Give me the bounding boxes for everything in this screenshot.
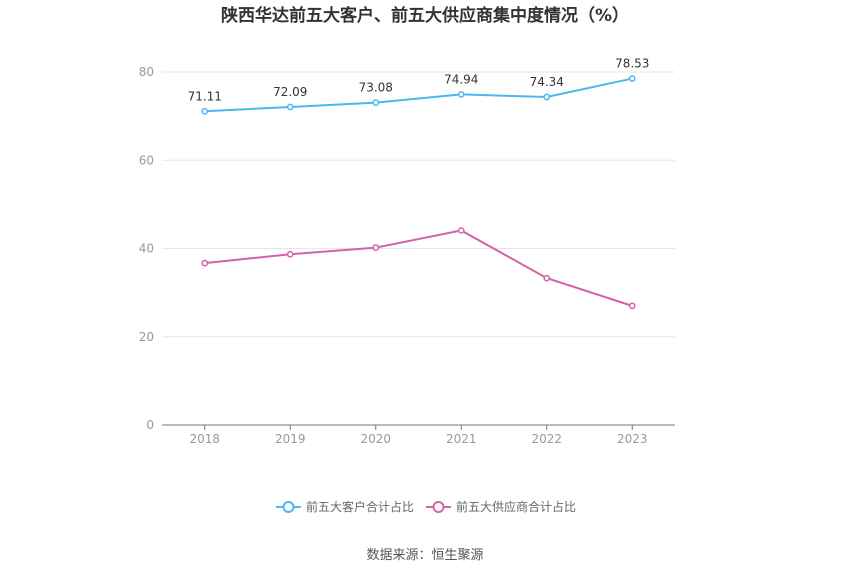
data-label: 74.94 <box>444 72 478 86</box>
data-point[interactable] <box>543 274 551 282</box>
x-tick-label: 2023 <box>617 432 648 446</box>
y-axis: 0 20 40 60 80 <box>139 65 154 432</box>
y-tick-label: 20 <box>139 330 154 344</box>
series-line <box>204 229 633 307</box>
data-label: 72.09 <box>273 85 307 99</box>
data-point[interactable] <box>286 103 294 111</box>
chart-title: 陕西华达前五大客户、前五大供应商集中度情况（%） <box>221 5 629 26</box>
y-tick-label: 0 <box>146 418 154 432</box>
x-tick-label: 2021 <box>446 432 477 446</box>
legend-swatch-marker <box>282 501 295 513</box>
grid-lines <box>162 71 675 338</box>
legend[interactable]: 前五大客户合计占比 前五大供应商合计占比 <box>276 499 576 514</box>
data-point[interactable] <box>372 244 380 251</box>
data-label: 73.08 <box>359 81 393 95</box>
data-point[interactable] <box>457 227 465 234</box>
data-point[interactable] <box>201 107 209 115</box>
legend-item-1[interactable]: 前五大客户合计占比 <box>276 499 414 514</box>
data-point[interactable] <box>628 302 636 310</box>
legend-item-2[interactable]: 前五大供应商合计占比 <box>426 499 576 514</box>
data-point[interactable] <box>201 259 209 267</box>
data-label: 71.11 <box>188 89 222 103</box>
x-tick-label: 2018 <box>189 432 220 446</box>
x-tick-label: 2020 <box>360 432 391 446</box>
data-point[interactable] <box>543 93 551 101</box>
legend-swatch-marker <box>432 501 445 513</box>
data-point[interactable] <box>286 250 294 258</box>
series-2 <box>201 227 636 310</box>
data-label: 74.34 <box>530 75 564 89</box>
series-line <box>204 77 633 113</box>
series-1: 71.11 72.09 73.08 74.94 74.34 78.53 <box>188 57 649 115</box>
data-point[interactable] <box>457 91 465 98</box>
legend-label: 前五大供应商合计占比 <box>456 499 576 514</box>
data-point[interactable] <box>628 75 636 82</box>
data-label: 78.53 <box>615 57 649 71</box>
data-point[interactable] <box>372 99 380 106</box>
legend-label: 前五大客户合计占比 <box>306 499 414 514</box>
y-tick-label: 60 <box>139 153 154 167</box>
series-layer: 71.11 72.09 73.08 74.94 74.34 78.53 <box>188 57 649 310</box>
x-tick-label: 2022 <box>531 432 562 446</box>
source-note: 数据来源：恒生聚源 <box>366 548 483 563</box>
x-axis: 2018 2019 2020 2021 2022 2023 <box>162 424 675 446</box>
y-tick-label: 40 <box>139 242 154 256</box>
y-tick-label: 80 <box>139 65 154 79</box>
x-tick-label: 2019 <box>275 432 306 446</box>
